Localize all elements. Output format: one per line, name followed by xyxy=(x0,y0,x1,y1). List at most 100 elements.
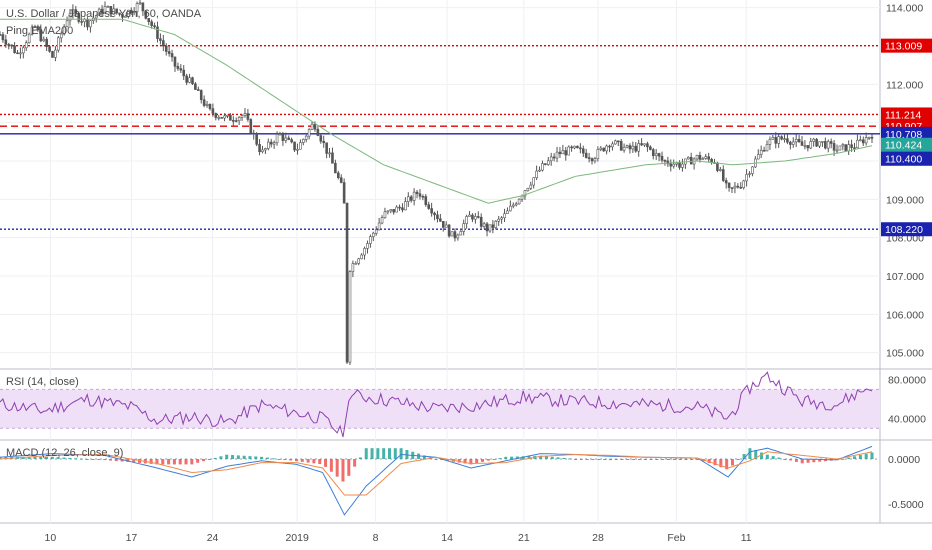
time-axis[interactable]: 10 17 24 2019 8 14 21 28 Feb 11 xyxy=(45,532,752,544)
candle-body xyxy=(57,37,60,51)
macd-histogram-bar xyxy=(289,459,293,461)
macd-histogram-bar xyxy=(393,448,397,459)
candle-body xyxy=(500,217,503,220)
candle-body xyxy=(791,141,795,145)
candle-body xyxy=(383,211,387,218)
level-price-tag xyxy=(881,38,932,53)
ema-price-tag xyxy=(881,151,932,166)
macd-histogram-bar xyxy=(725,459,729,470)
price-pane[interactable] xyxy=(0,0,874,365)
candle-body xyxy=(182,69,186,77)
macd-histogram-bar xyxy=(754,450,758,459)
candle-body xyxy=(759,149,763,155)
macd-histogram-bar xyxy=(789,459,793,461)
candle-body xyxy=(319,135,323,142)
macd-histogram-bar xyxy=(219,456,223,459)
candle-body xyxy=(476,216,480,218)
candle-body xyxy=(704,156,708,159)
candle-body xyxy=(380,217,384,224)
macd-histogram-bar xyxy=(783,459,787,460)
candle-body xyxy=(456,234,460,239)
candle-body xyxy=(0,34,2,36)
macd-histogram-bar xyxy=(62,457,66,459)
rsi-pane[interactable] xyxy=(0,371,880,438)
candle-body xyxy=(109,6,113,15)
price-tick-label: 107.000 xyxy=(886,271,924,283)
candle-body xyxy=(328,152,331,155)
candle-body xyxy=(649,146,652,150)
macd-histogram-bar xyxy=(265,457,269,459)
candle-body xyxy=(780,136,783,140)
macd-histogram-bar xyxy=(678,459,682,460)
candle-body xyxy=(214,113,218,118)
candle-body xyxy=(532,177,535,186)
macd-histogram-bar xyxy=(574,459,578,460)
rsi-tick-label: 40.0000 xyxy=(888,414,926,426)
candle-body xyxy=(293,141,296,151)
candle-body xyxy=(156,26,159,39)
rsi-line xyxy=(0,371,873,438)
candle-body xyxy=(304,135,308,140)
candle-body xyxy=(800,141,804,146)
candle-body xyxy=(71,9,75,14)
macd-histogram-bar xyxy=(690,459,694,460)
candle-body xyxy=(637,143,640,152)
candle-body xyxy=(220,117,223,119)
candle-body xyxy=(841,144,845,147)
candle-body xyxy=(748,173,751,175)
candle-body xyxy=(430,208,433,214)
candle-body xyxy=(369,236,372,244)
macd-pane[interactable] xyxy=(0,445,880,516)
candle-body xyxy=(170,53,174,58)
macd-histogram-bar xyxy=(248,456,252,459)
candle-body xyxy=(322,140,326,144)
macd-histogram-bar xyxy=(149,459,153,464)
macd-histogram-bar xyxy=(260,456,264,459)
macd-histogram-bar xyxy=(364,448,368,459)
candle-body xyxy=(488,224,492,232)
candle-body xyxy=(821,141,824,143)
macd-histogram-bar xyxy=(603,459,607,460)
macd-histogram-bar xyxy=(632,459,636,460)
candle-body xyxy=(10,44,13,47)
candle-body xyxy=(535,170,538,179)
macd-histogram-bar xyxy=(585,459,589,460)
candle-body xyxy=(479,216,483,227)
candle-body xyxy=(538,169,541,172)
candle-body xyxy=(756,154,760,160)
candle-body xyxy=(191,77,194,85)
candle-body xyxy=(360,254,363,260)
candle-body xyxy=(42,38,46,42)
macd-label: MACD (12, 26, close, 9) xyxy=(6,447,123,459)
candle-body xyxy=(739,186,743,189)
macd-histogram-bar xyxy=(103,459,107,461)
macd-histogram-bar xyxy=(347,459,351,476)
macd-histogram-bar xyxy=(56,457,60,459)
candle-body xyxy=(783,138,786,140)
candle-body xyxy=(724,180,728,184)
candle-body xyxy=(517,198,521,205)
macd-histogram-bar xyxy=(108,459,112,461)
price-tick-label: 114.000 xyxy=(886,3,923,15)
macd-histogram-bar xyxy=(33,456,37,459)
macd-histogram-bar xyxy=(614,459,618,460)
macd-histogram-bar xyxy=(649,459,653,460)
candle-body xyxy=(264,148,267,151)
macd-tick-label: -0.5000 xyxy=(888,499,924,511)
macd-histogram-bar xyxy=(765,454,769,459)
price-axis[interactable]: 114.000113.000112.000111.000110.000109.0… xyxy=(881,3,932,511)
candle-body xyxy=(523,190,527,197)
candle-body xyxy=(7,44,11,46)
macd-histogram-bar xyxy=(172,459,176,465)
candle-body xyxy=(494,220,498,228)
candle-body xyxy=(844,144,848,152)
candle-body xyxy=(599,147,603,150)
macd-histogram-bar xyxy=(324,459,328,467)
macd-histogram-bar xyxy=(672,459,676,460)
candle-body xyxy=(51,51,54,58)
macd-histogram-bar xyxy=(79,458,83,460)
time-tick-label: 8 xyxy=(373,532,379,544)
candle-body xyxy=(774,137,778,144)
candle-body xyxy=(348,271,352,363)
